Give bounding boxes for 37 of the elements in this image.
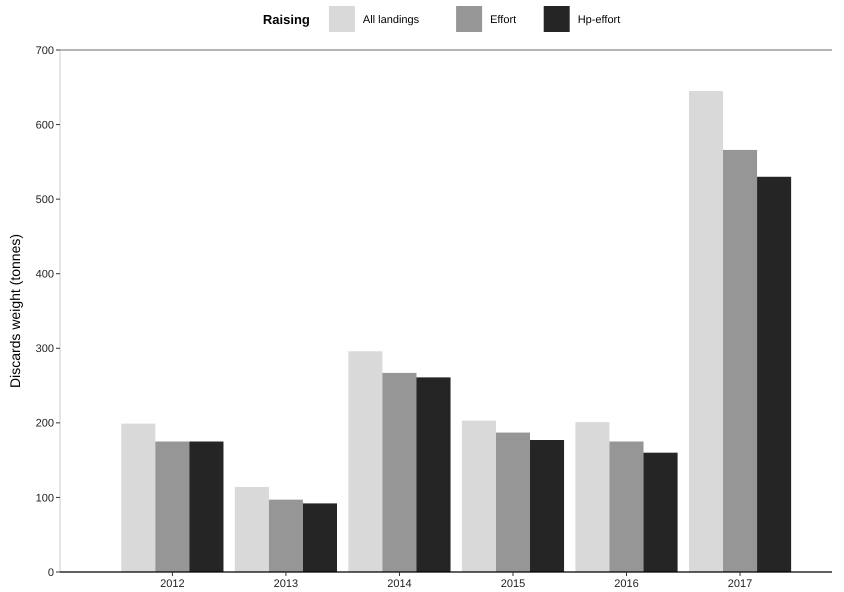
bar [234, 486, 269, 572]
bar [416, 377, 451, 572]
bar [644, 452, 678, 572]
bar [757, 176, 792, 572]
bar [530, 440, 564, 572]
bar [189, 442, 224, 572]
y-tick-label: 300 [36, 343, 54, 356]
bar [382, 372, 416, 572]
bar [302, 503, 338, 572]
bar [575, 422, 610, 572]
bar [121, 424, 156, 572]
bar [462, 420, 496, 572]
bar [688, 91, 724, 572]
y-tick-label: 500 [36, 194, 54, 206]
bar [723, 150, 758, 572]
x-tick-label: 2016 [614, 578, 639, 590]
x-tick-label: 2017 [728, 578, 752, 590]
bar [609, 442, 644, 572]
bar [496, 432, 530, 572]
y-tick-label: 0 [48, 566, 54, 579]
legend-label: Hp-effort [578, 14, 620, 26]
bar [155, 442, 190, 572]
y-tick-label: 700 [36, 44, 54, 57]
x-tick-label: 2015 [500, 578, 526, 590]
x-tick-label: 2014 [387, 578, 412, 590]
bar [348, 351, 382, 572]
bar [268, 500, 303, 572]
legend-label: Effort [490, 14, 516, 26]
legend-title: Raising [262, 12, 310, 27]
x-tick-label: 2012 [160, 578, 185, 590]
y-tick-label: 400 [36, 268, 54, 281]
y-tick-label: 200 [36, 418, 54, 430]
x-tick-label: 2013 [274, 578, 298, 590]
y-tick-label: 100 [36, 492, 54, 504]
legend-label: All landings [362, 14, 420, 26]
y-axis-title: Discards weight (tonnes) [7, 234, 23, 388]
y-tick-label: 600 [36, 119, 54, 132]
